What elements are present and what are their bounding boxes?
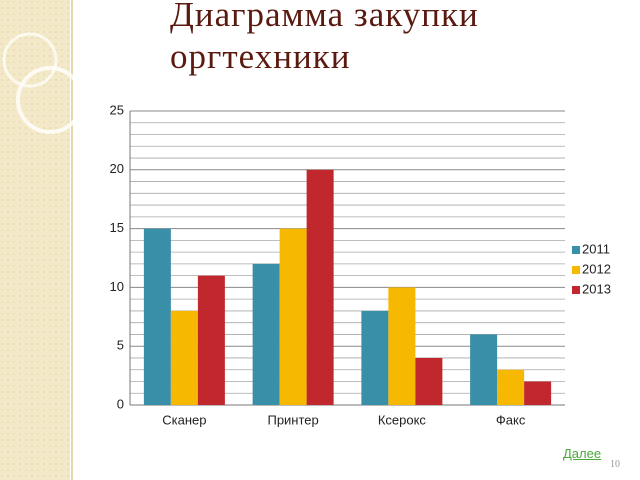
bar xyxy=(415,357,443,405)
legend-label: 2012 xyxy=(582,261,611,276)
legend-swatch xyxy=(572,266,580,274)
x-tick-label: Сканер xyxy=(162,412,206,427)
bar xyxy=(470,334,498,405)
next-link[interactable]: Далее xyxy=(563,446,602,461)
y-tick-label: 0 xyxy=(117,396,124,411)
x-tick-label: Факс xyxy=(496,412,526,427)
bar xyxy=(279,228,307,405)
bar xyxy=(388,287,416,405)
x-tick-label: Ксерокс xyxy=(378,412,427,427)
x-tick-label: Принтер xyxy=(267,412,318,427)
bar xyxy=(524,381,552,405)
deco-circle xyxy=(2,32,58,88)
legend-label: 2013 xyxy=(582,281,611,296)
bar xyxy=(143,228,171,405)
y-tick-label: 25 xyxy=(110,102,124,117)
deco-circle xyxy=(16,66,84,134)
bar xyxy=(170,310,198,405)
page-number: 10 xyxy=(610,459,620,470)
legend-swatch xyxy=(572,246,580,254)
bar xyxy=(306,169,334,405)
legend-label: 2011 xyxy=(582,241,610,256)
legend-swatch xyxy=(572,286,580,294)
y-tick-label: 15 xyxy=(110,220,124,235)
bar xyxy=(361,310,389,405)
bar xyxy=(252,263,280,405)
chart-title: Диаграмма закупки оргтехники xyxy=(170,0,479,76)
y-tick-label: 10 xyxy=(110,279,124,294)
bar xyxy=(197,275,225,405)
y-tick-label: 5 xyxy=(117,338,124,353)
y-tick-label: 20 xyxy=(110,161,124,176)
bar xyxy=(497,369,525,405)
